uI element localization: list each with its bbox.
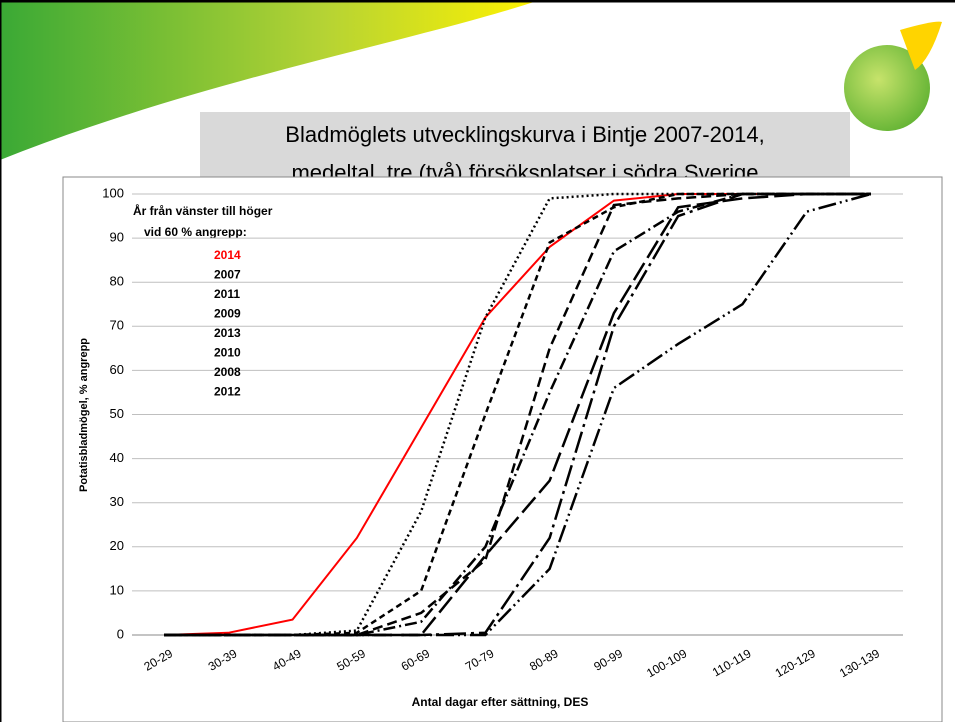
legend-entry: 2009 [214,307,241,321]
legend-entry: 2014 [214,248,241,262]
y-tick-label: 100 [102,185,124,200]
y-tick-label: 90 [110,230,124,245]
legend-entry: 2008 [214,365,241,379]
y-tick-label: 0 [117,626,124,641]
y-tick-label: 10 [110,582,124,597]
y-tick-label: 20 [110,538,124,553]
y-tick-label: 40 [110,450,124,465]
legend-entry: 2010 [214,346,241,360]
series-line [164,192,871,637]
chart-area [62,176,943,723]
y-tick-label: 50 [110,406,124,421]
y-tick-label: 30 [110,494,124,509]
y-tick-label: 80 [110,274,124,289]
legend-entry: 2007 [214,268,241,282]
legend-entry: 2012 [214,385,241,399]
y-tick-label: 70 [110,318,124,333]
logo [844,45,930,131]
legend-entry: 2011 [214,287,240,301]
legend-title: vid 60 % angrepp: [144,225,247,239]
logo-leaf [900,21,942,70]
swoosh [0,0,540,160]
series-line [164,192,872,637]
legend-entry: 2013 [214,326,241,340]
legend-title: År från vänster till höger [133,203,273,218]
y-tick-label: 60 [110,362,124,377]
x-axis-title: Antal dagar efter sättning, DES [412,695,589,709]
chart-title: Bladmöglets utvecklingskurva i Bintje 20… [285,122,764,147]
y-axis-title: Potatisbladmögel, % angrepp [78,338,90,492]
